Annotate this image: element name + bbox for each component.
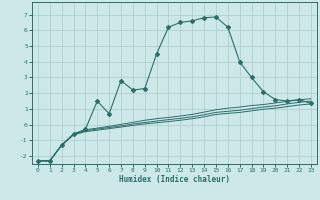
X-axis label: Humidex (Indice chaleur): Humidex (Indice chaleur): [119, 175, 230, 184]
